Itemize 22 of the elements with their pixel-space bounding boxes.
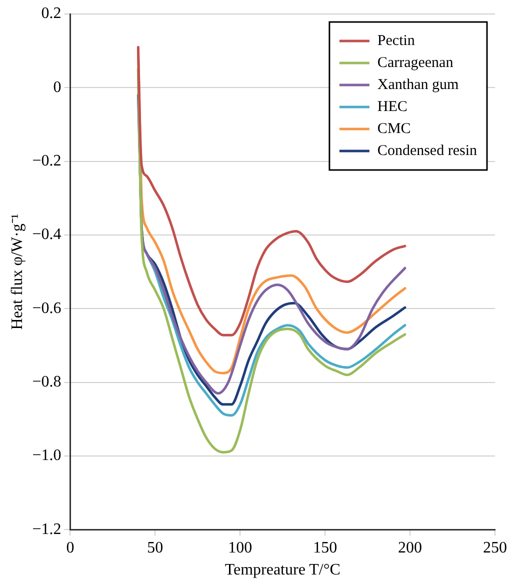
legend-label: Pectin: [377, 32, 416, 49]
legend-label: CMC: [377, 120, 411, 137]
y-tick-label: −0.2: [32, 152, 62, 170]
y-tick-label: 0: [53, 78, 62, 96]
x-tick-label: 100: [228, 539, 252, 556]
y-tick-label: 0.2: [41, 5, 62, 22]
x-tick-label: 250: [483, 539, 507, 556]
x-tick-label: 0: [66, 539, 74, 556]
y-tick-label: −0.4: [32, 226, 62, 244]
y-tick-label: −1.2: [32, 520, 62, 538]
y-axis-title: Heat flux φ/W·g⁻¹: [8, 214, 26, 330]
y-tick-label: −1.0: [32, 447, 62, 464]
x-axis-title: Tempreature T/°C: [224, 562, 340, 579]
legend-label: HEC: [377, 98, 408, 115]
x-tick-label: 150: [313, 539, 338, 556]
legend-label: Carrageenan: [377, 54, 454, 71]
x-tick-label: 50: [147, 539, 164, 556]
x-tick-label: 200: [398, 539, 422, 556]
y-tick-label: −0.8: [32, 373, 62, 390]
legend-label: Condensed resin: [377, 142, 478, 159]
legend-label: Xanthan gum: [377, 76, 459, 93]
y-tick-label: −0.6: [32, 300, 62, 317]
